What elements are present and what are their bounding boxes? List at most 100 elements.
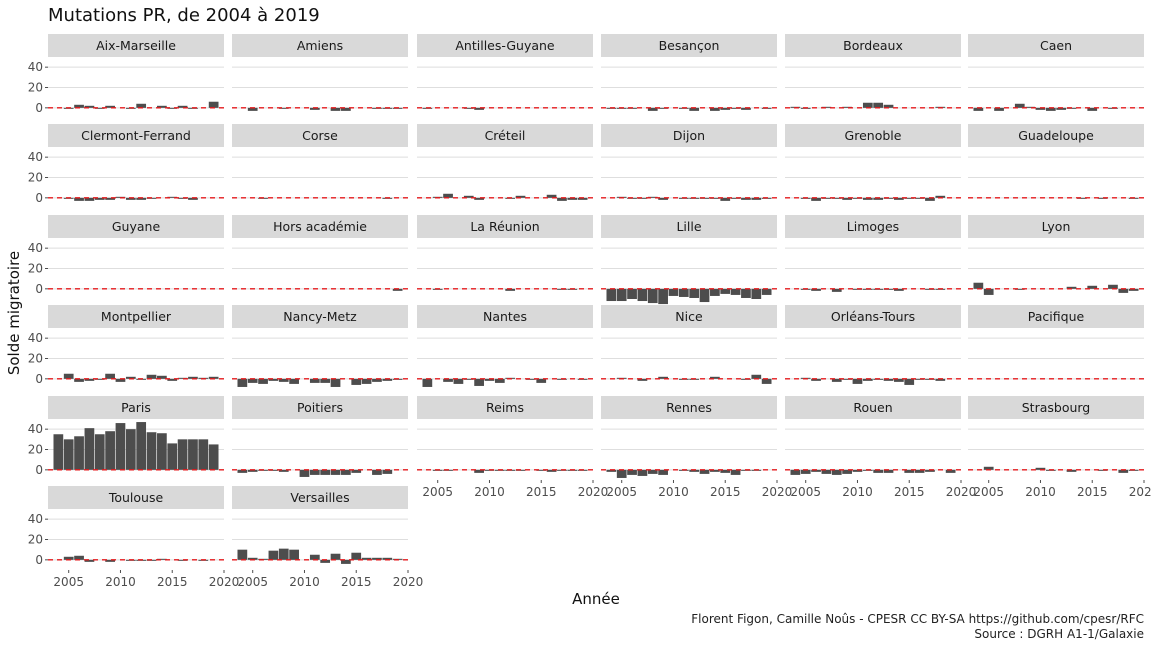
facet-panel: Reims 2005 2010 2015 2020 [417, 396, 608, 499]
bar [341, 469, 351, 475]
bar [800, 469, 811, 474]
facet-label: Rouen [853, 400, 892, 415]
bar [546, 194, 557, 198]
bar [751, 288, 762, 299]
facet-label: Antilles-Guyane [455, 38, 555, 53]
x-tick-label: 2005 [237, 575, 268, 589]
y-tick-label: 0 [35, 372, 43, 386]
bar [811, 378, 821, 381]
bar [994, 107, 1004, 111]
facet-label: Strasbourg [1022, 400, 1091, 415]
bar [177, 377, 188, 379]
bar [198, 439, 209, 470]
bar [258, 378, 268, 384]
bar [177, 105, 188, 108]
bar [616, 288, 627, 302]
bar [74, 197, 84, 201]
bar [526, 378, 536, 380]
facet-strip [785, 215, 961, 238]
facet-label: Reims [486, 400, 524, 415]
bar [925, 197, 935, 201]
bar [167, 443, 178, 470]
bar [983, 288, 994, 295]
bar [1077, 197, 1087, 199]
bar [1035, 467, 1046, 470]
bar [157, 375, 167, 379]
bar [821, 197, 832, 199]
bar [341, 107, 351, 111]
bar [351, 469, 362, 473]
x-tick-label: 2005 [606, 485, 637, 499]
facet-strip [785, 305, 961, 328]
bar [382, 557, 393, 560]
bar [720, 197, 731, 201]
facet-label: Dijon [673, 128, 705, 143]
bar [914, 197, 925, 199]
bar [925, 469, 935, 472]
bar [330, 107, 341, 111]
facet-strip [232, 396, 408, 419]
bar [105, 197, 115, 200]
y-tick-label: 40 [28, 60, 43, 74]
bar [136, 422, 147, 470]
bar [330, 553, 341, 560]
bar [372, 378, 382, 382]
bar [1118, 288, 1129, 293]
x-tick-label: 2010 [1025, 485, 1056, 499]
bar [973, 107, 984, 111]
caption-credits: Florent Figon, Camille Noûs - CPESR CC B… [691, 612, 1144, 626]
bar [330, 469, 341, 475]
bar [883, 469, 894, 473]
bar [699, 288, 710, 303]
bar [146, 432, 157, 470]
bar [557, 197, 567, 201]
bar [1025, 106, 1035, 108]
bar [136, 103, 147, 108]
bar [351, 552, 362, 560]
bar [278, 107, 289, 109]
bar [63, 373, 74, 379]
facet-strip [601, 215, 777, 238]
facet-panel: Lille [601, 215, 777, 305]
bar [157, 433, 167, 470]
bar [894, 378, 904, 382]
bar [710, 107, 720, 111]
bar [94, 107, 105, 109]
y-tick-label: 40 [28, 331, 43, 345]
bar [74, 104, 84, 108]
bar [831, 197, 842, 199]
bar [627, 469, 637, 475]
bar [474, 107, 484, 110]
facet-label: Caen [1040, 38, 1072, 53]
bar [1066, 286, 1077, 289]
facet-label: Lyon [1042, 219, 1071, 234]
facet-panel: Strasbourg 2005 2010 2015 2020 [968, 396, 1152, 499]
facet-panel: Poitiers [232, 396, 408, 477]
bar [873, 102, 884, 108]
bar [842, 378, 852, 380]
bar [647, 469, 658, 474]
bar [330, 378, 341, 387]
bar [790, 469, 801, 475]
bar [730, 197, 741, 199]
facet-panel: Limoges [785, 215, 961, 292]
bar [730, 107, 741, 109]
facet-label: Orléans-Tours [831, 309, 915, 324]
bar [647, 107, 658, 111]
bar [74, 378, 84, 382]
bar [658, 288, 668, 305]
bar [278, 378, 289, 382]
facet-panel: Bordeaux [785, 34, 961, 109]
bar [341, 559, 351, 564]
bar [873, 469, 884, 473]
facet-strip [968, 396, 1144, 419]
x-tick-label: 2015 [341, 575, 372, 589]
x-tick-label: 2010 [474, 485, 505, 499]
y-tick-label: 40 [28, 241, 43, 255]
bar [536, 469, 547, 471]
bar [484, 378, 495, 381]
bar [105, 431, 115, 470]
bar [811, 469, 821, 472]
bar [894, 197, 904, 200]
